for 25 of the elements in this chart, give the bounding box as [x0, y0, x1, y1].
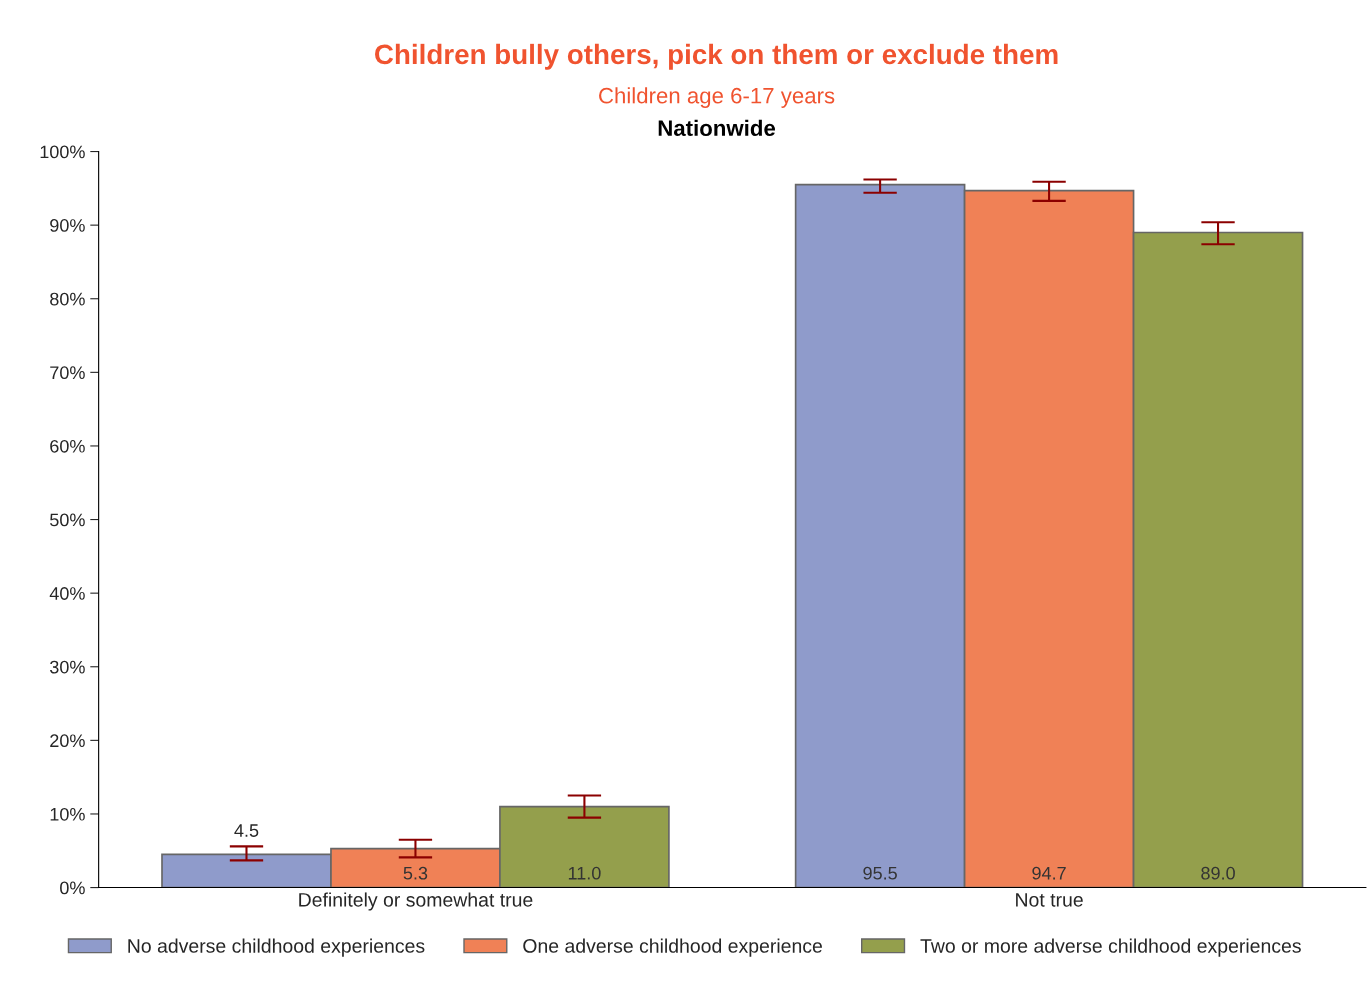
y-tick-label: 80%	[50, 292, 85, 306]
data-label: 94.7	[1032, 866, 1066, 880]
data-label: 89.0	[1201, 866, 1235, 880]
x-tick-label: Not true	[1016, 893, 1083, 907]
y-tick-label: 30%	[50, 660, 85, 674]
data-label: 95.5	[863, 866, 897, 880]
y-tick-label: 60%	[50, 439, 85, 453]
y-tick-label: 50%	[50, 513, 85, 527]
x-tick-label: Definitely or somewhat true	[299, 892, 533, 911]
y-tick-label: 10%	[50, 807, 85, 821]
y-tick-label: 0%	[60, 881, 85, 895]
legend-label: No adverse childhood experiences	[128, 938, 425, 957]
chart-subtitle: Children age 6-17 years	[599, 87, 835, 108]
y-tick-label: 20%	[50, 734, 85, 748]
data-label: 4.5	[234, 824, 259, 837]
data-label: 11.0	[568, 866, 601, 880]
legend-label: One adverse childhood experience	[523, 938, 822, 957]
text: Nationwide	[658, 119, 776, 137]
legend-label: Two or more adverse childhood experiences	[920, 938, 1301, 957]
chart-title: Children bully others, pick on them or exclude them	[375, 43, 1058, 70]
y-tick-label: 100%	[40, 145, 85, 159]
data-label: 5.3	[403, 866, 428, 880]
y-tick-label: 40%	[49, 587, 85, 600]
y-tick-label: 70%	[50, 366, 85, 380]
y-tick-label: 90%	[50, 219, 85, 232]
